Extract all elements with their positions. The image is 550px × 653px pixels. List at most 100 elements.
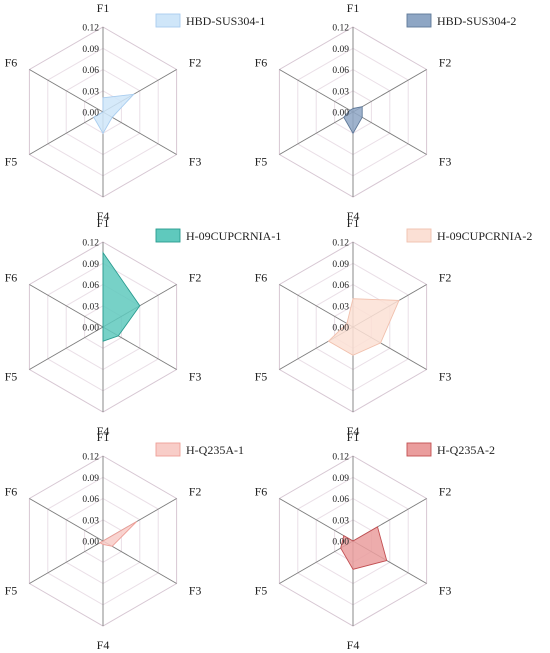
axis-label-f6: F6 <box>5 271 18 285</box>
legend: HBD-SUS304-1 <box>155 13 265 28</box>
radar-chart-2: 0.00 0.03 0.06 0.09 0.12 F1 F2 F3 F4 F5 F6 HBD-SUS3… <box>255 1 517 223</box>
series-polygon <box>340 526 388 570</box>
axis-label-f1: F1 <box>97 430 110 444</box>
legend: H-09CUPCRNIA-2 <box>406 228 532 243</box>
legend: H-Q235A-1 <box>155 442 244 457</box>
radar-chart-3: 0.00 0.03 0.06 0.09 0.12 F1 F2 F3 F4 F5 F6 H-09CUPC… <box>5 216 282 438</box>
legend-swatch <box>406 13 432 28</box>
axis-label-f5: F5 <box>5 155 18 169</box>
series-polygon <box>98 521 138 547</box>
tick-label: 0.12 <box>82 239 99 249</box>
axis-spoke <box>102 540 177 584</box>
axis-label-f3: F3 <box>439 370 452 384</box>
tick-label: 0.03 <box>332 516 349 526</box>
legend-swatch <box>406 228 432 243</box>
axis-spoke <box>352 69 427 113</box>
axis-spoke <box>29 111 104 155</box>
axis-label-f4: F4 <box>97 638 110 652</box>
legend-label: HBD-SUS304-2 <box>437 14 516 28</box>
axis-spoke <box>29 498 104 542</box>
axis-label-f5: F5 <box>255 155 268 169</box>
tick-label: 0.06 <box>82 281 99 291</box>
axis-label-f5: F5 <box>5 370 18 384</box>
axis-spoke <box>279 498 354 542</box>
legend: H-Q235A-2 <box>406 442 495 457</box>
axis-label-f3: F3 <box>439 584 452 598</box>
tick-label: 0.00 <box>332 324 349 334</box>
tick-label: 0.12 <box>332 24 349 34</box>
tick-label: 0.03 <box>82 516 99 526</box>
legend-label: H-Q235A-2 <box>437 443 495 457</box>
axis-label-f3: F3 <box>189 155 202 169</box>
tick-label: 0.06 <box>332 495 349 505</box>
tick-label: 0.06 <box>332 66 349 76</box>
radar-chart-5: 0.00 0.03 0.06 0.09 0.12 F1 F2 F3 F4 F5 F6 H-Q235A-… <box>5 430 244 652</box>
tick-label: 0.09 <box>82 260 99 270</box>
tick-label: 0.03 <box>82 87 99 97</box>
axis-label-f3: F3 <box>189 370 202 384</box>
tick-label: 0.00 <box>332 538 349 548</box>
tick-label: 0.09 <box>82 474 99 484</box>
radar-chart-1: 0.00 0.03 0.06 0.09 0.12 F1 F2 F3 F4 F5 F6 HBD-SUS3… <box>5 1 266 223</box>
axis-spoke <box>29 69 104 113</box>
axis-spoke <box>29 284 104 328</box>
legend-label: HBD-SUS304-1 <box>186 14 265 28</box>
legend-label: H-09CUPCRNIA-1 <box>186 229 281 243</box>
axis-label-f1: F1 <box>97 216 110 230</box>
legend-label: H-09CUPCRNIA-2 <box>437 229 532 243</box>
axis-label-f5: F5 <box>5 584 18 598</box>
axis-label-f4: F4 <box>347 209 360 223</box>
axis-label-f5: F5 <box>255 370 268 384</box>
axis-label-f4: F4 <box>97 424 110 438</box>
tick-label: 0.09 <box>332 474 349 484</box>
tick-label: 0.06 <box>82 495 99 505</box>
series-polygon <box>327 298 400 356</box>
axis-label-f4: F4 <box>347 424 360 438</box>
axis-spoke <box>29 326 104 370</box>
tick-label: 0.06 <box>332 281 349 291</box>
legend-label: H-Q235A-1 <box>186 443 244 457</box>
tick-label: 0.03 <box>82 302 99 312</box>
tick-label: 0.06 <box>82 66 99 76</box>
axis-label-f5: F5 <box>255 584 268 598</box>
radar-chart-4: 0.00 0.03 0.06 0.09 0.12 F1 F2 F3 F4 F5 F6 H-09CUPC… <box>255 216 533 438</box>
axis-label-f3: F3 <box>439 155 452 169</box>
tick-label: 0.12 <box>82 453 99 463</box>
axis-label-f6: F6 <box>255 56 268 70</box>
tick-label: 0.00 <box>82 538 99 548</box>
radar-chart-6: 0.00 0.03 0.06 0.09 0.12 F1 F2 F3 F4 F5 F6 H-Q235A-… <box>255 430 495 652</box>
tick-label: 0.03 <box>332 302 349 312</box>
axis-label-f1: F1 <box>347 1 360 15</box>
legend-swatch <box>155 442 181 457</box>
tick-label: 0.00 <box>82 109 99 119</box>
axis-spoke <box>102 111 177 155</box>
legend-swatch <box>155 228 181 243</box>
tick-label: 0.09 <box>82 45 99 55</box>
tick-label: 0.00 <box>82 324 99 334</box>
axis-label-f6: F6 <box>5 485 18 499</box>
legend: HBD-SUS304-2 <box>406 13 516 28</box>
tick-label: 0.12 <box>82 24 99 34</box>
axis-label-f2: F2 <box>189 56 202 70</box>
tick-label: 0.12 <box>332 239 349 249</box>
legend-swatch <box>406 442 432 457</box>
axis-label-f4: F4 <box>347 638 360 652</box>
tick-label: 0.03 <box>332 87 349 97</box>
tick-label: 0.09 <box>332 45 349 55</box>
axis-spoke <box>279 284 354 328</box>
axis-label-f6: F6 <box>5 56 18 70</box>
axis-label-f2: F2 <box>189 485 202 499</box>
axis-spoke <box>279 111 354 155</box>
axis-label-f1: F1 <box>347 216 360 230</box>
legend: H-09CUPCRNIA-1 <box>155 228 281 243</box>
series-polygon <box>343 106 363 135</box>
axis-label-f2: F2 <box>439 271 452 285</box>
axis-spoke <box>352 111 427 155</box>
series-polygon <box>102 251 141 342</box>
axis-label-f1: F1 <box>347 430 360 444</box>
axis-label-f6: F6 <box>255 485 268 499</box>
legend-swatch <box>155 13 181 28</box>
tick-label: 0.00 <box>332 109 349 119</box>
axis-spoke <box>29 540 104 584</box>
